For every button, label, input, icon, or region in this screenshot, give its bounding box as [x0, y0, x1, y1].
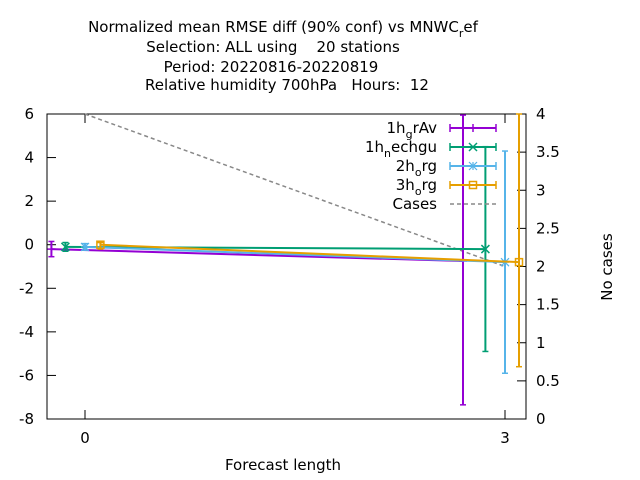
y2-tick-label: 3	[536, 181, 546, 199]
series-layer	[47, 113, 524, 406]
legend-marker-3	[468, 161, 478, 171]
y-tick-label: 2	[24, 192, 34, 210]
series-2	[60, 145, 490, 353]
y2-tick-label: 1.5	[536, 296, 560, 314]
legend-label-4: 3horg	[396, 176, 437, 198]
data-point	[514, 257, 524, 267]
y-tick-label: 0	[24, 236, 34, 254]
data-point	[96, 240, 105, 249]
y2-tick-label: 2	[536, 258, 546, 276]
legend-marker-4	[468, 180, 478, 190]
y-tick-label: -6	[19, 366, 34, 384]
cases-line	[84, 113, 506, 268]
legend-label-cases: Cases	[392, 195, 437, 213]
data-point	[480, 244, 490, 254]
legend-marker-1	[469, 124, 477, 132]
y-tick-label: 6	[24, 105, 34, 123]
x-axis-label: Forecast length	[225, 456, 341, 474]
y2-tick-label: 2.5	[536, 219, 560, 237]
x-tick-label: 0	[80, 429, 90, 447]
y-tick-label: -8	[19, 410, 34, 428]
x-tick-label: 3	[500, 429, 510, 447]
y2-tick-label: 3.5	[536, 143, 560, 161]
series-line	[65, 245, 486, 251]
legend-marker-2	[468, 142, 478, 152]
title-line-3: Period: 20220816-20220819	[164, 58, 379, 76]
y2-tick-label: 0	[536, 410, 546, 428]
data-point	[60, 242, 70, 252]
title-line-1: Normalized mean RMSE diff (90% conf) vs …	[88, 18, 479, 40]
y2-tick-label: 0.5	[536, 372, 560, 390]
cases-layer	[84, 113, 506, 268]
legend-label-1: 1hgrAv	[387, 119, 438, 141]
legend-label-2: 1hnechgu	[365, 138, 437, 160]
legend-label-3: 2horg	[396, 157, 437, 179]
plot-frame	[46, 113, 527, 420]
chart-title: Normalized mean RMSE diff (90% conf) vs …	[88, 18, 479, 94]
title-line-2: Selection: ALL using 20 stations	[146, 38, 400, 56]
series-4	[96, 113, 524, 368]
y2-axis-label: No cases	[598, 233, 616, 301]
y-tick-label: 4	[24, 149, 34, 167]
title-line-4: Relative humidity 700hPa Hours: 12	[145, 76, 429, 94]
y2-tick-label: 1	[536, 334, 546, 352]
y2-tick-label: 4	[536, 105, 546, 123]
y-tick-label: -4	[19, 323, 34, 341]
series-3	[80, 150, 510, 374]
data-point	[80, 242, 90, 252]
y-tick-label: -2	[19, 279, 34, 297]
data-point	[47, 245, 56, 254]
axes: 6 4 2 0 -2 -4 -6 -8 4 3.5 3 2.5 2 1.5 1 0.5 0 0 3	[19, 105, 560, 447]
series-line	[100, 243, 520, 264]
